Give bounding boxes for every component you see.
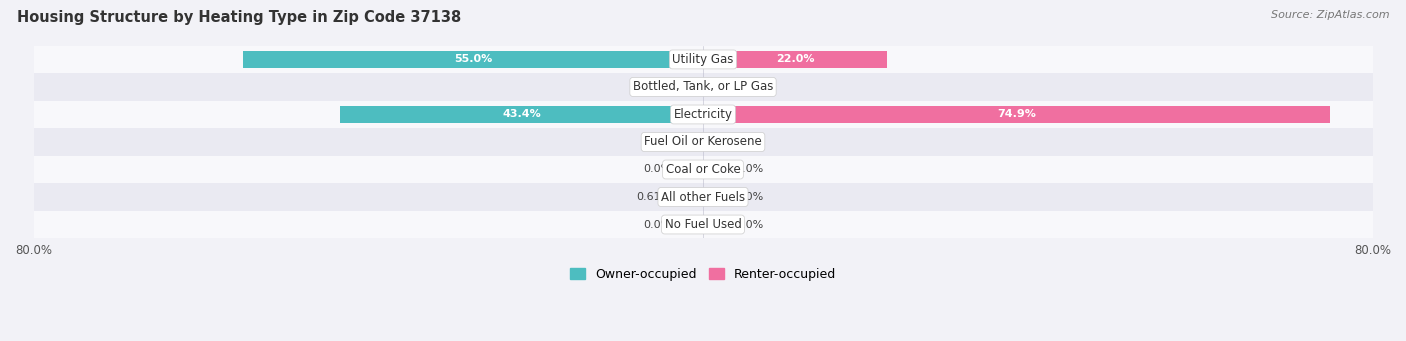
Text: Source: ZipAtlas.com: Source: ZipAtlas.com bbox=[1271, 10, 1389, 20]
Text: 0.0%: 0.0% bbox=[643, 137, 671, 147]
Bar bbox=[34, 183, 1372, 211]
Legend: Owner-occupied, Renter-occupied: Owner-occupied, Renter-occupied bbox=[565, 263, 841, 286]
Bar bbox=[678, 133, 703, 150]
Bar bbox=[703, 133, 728, 150]
Text: Fuel Oil or Kerosene: Fuel Oil or Kerosene bbox=[644, 135, 762, 148]
Text: Bottled, Tank, or LP Gas: Bottled, Tank, or LP Gas bbox=[633, 80, 773, 93]
Text: 0.0%: 0.0% bbox=[643, 164, 671, 175]
Text: 0.0%: 0.0% bbox=[735, 220, 763, 229]
Bar bbox=[34, 73, 1372, 101]
Text: 0.0%: 0.0% bbox=[643, 220, 671, 229]
Text: Utility Gas: Utility Gas bbox=[672, 53, 734, 66]
Text: 1.0%: 1.0% bbox=[643, 82, 671, 92]
Bar bbox=[34, 156, 1372, 183]
Bar bbox=[678, 161, 703, 178]
Text: 0.0%: 0.0% bbox=[735, 164, 763, 175]
Bar bbox=[703, 216, 728, 233]
Bar bbox=[34, 211, 1372, 238]
Bar bbox=[678, 189, 703, 206]
Text: Coal or Coke: Coal or Coke bbox=[665, 163, 741, 176]
Text: Housing Structure by Heating Type in Zip Code 37138: Housing Structure by Heating Type in Zip… bbox=[17, 10, 461, 25]
Text: All other Fuels: All other Fuels bbox=[661, 191, 745, 204]
Bar bbox=[34, 46, 1372, 73]
Text: 0.0%: 0.0% bbox=[735, 137, 763, 147]
Text: 74.9%: 74.9% bbox=[997, 109, 1036, 119]
Text: No Fuel Used: No Fuel Used bbox=[665, 218, 741, 231]
Bar bbox=[703, 106, 1330, 123]
Text: 3.1%: 3.1% bbox=[735, 82, 763, 92]
Bar bbox=[34, 101, 1372, 128]
Bar bbox=[340, 106, 703, 123]
Bar bbox=[703, 51, 887, 68]
Bar bbox=[678, 78, 703, 95]
Bar bbox=[34, 128, 1372, 156]
Text: 0.0%: 0.0% bbox=[735, 192, 763, 202]
Text: 22.0%: 22.0% bbox=[776, 55, 814, 64]
Text: 43.4%: 43.4% bbox=[502, 109, 541, 119]
Text: Electricity: Electricity bbox=[673, 108, 733, 121]
Bar bbox=[243, 51, 703, 68]
Bar bbox=[703, 189, 728, 206]
Text: 0.61%: 0.61% bbox=[636, 192, 671, 202]
Bar bbox=[678, 216, 703, 233]
Bar bbox=[703, 161, 728, 178]
Bar bbox=[703, 78, 728, 95]
Text: 55.0%: 55.0% bbox=[454, 55, 492, 64]
